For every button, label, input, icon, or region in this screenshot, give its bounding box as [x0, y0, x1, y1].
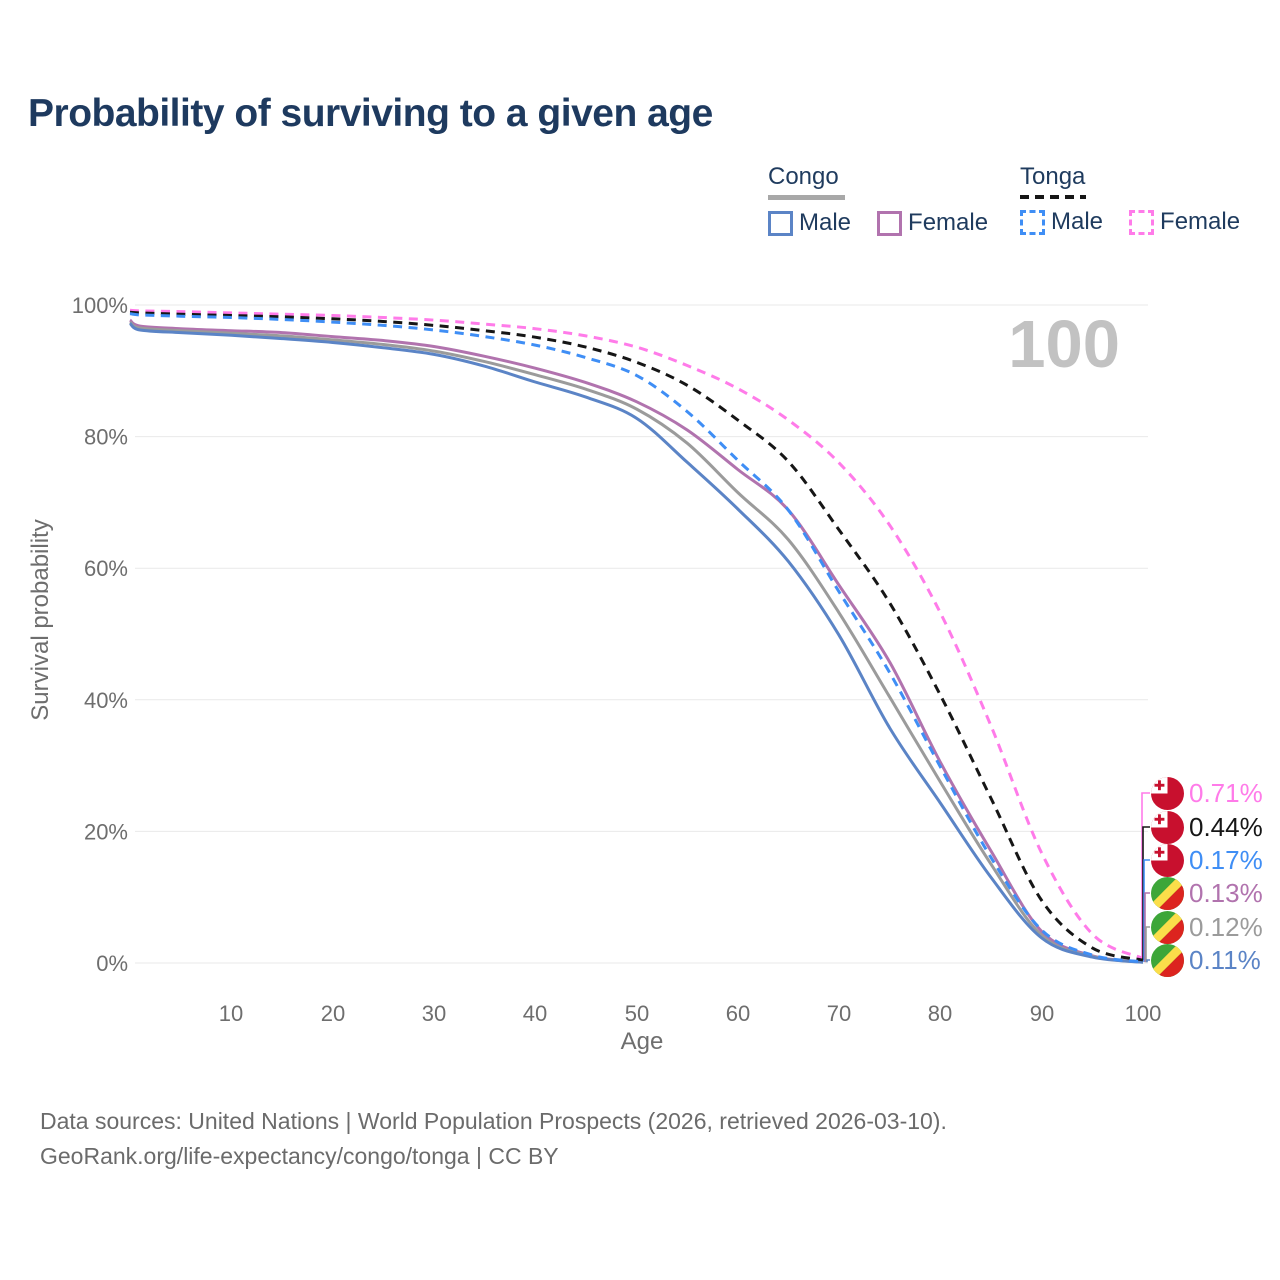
chart-title: Probability of surviving to a given age: [28, 92, 713, 135]
x-tick-label: 10: [219, 1001, 243, 1026]
end-label-tonga-female: 0.71%: [1151, 776, 1263, 810]
legend-item-congo-female[interactable]: Female: [877, 209, 988, 237]
tonga-male-swatch-icon: [1020, 209, 1045, 235]
watermark-age-100: 100: [1008, 307, 1120, 382]
congo-flag-icon: [1151, 876, 1184, 910]
end-label-connector: [1146, 959, 1150, 963]
end-label-connector: [1143, 859, 1150, 962]
curve-tonga-male: [129, 312, 1144, 964]
x-tick-label: 70: [827, 1001, 851, 1026]
legend-label-tonga-female: Female: [1160, 208, 1241, 235]
footer: Data sources: United Nations | World Pop…: [40, 1104, 947, 1174]
x-tick-label: 90: [1030, 1001, 1054, 1026]
end-label-value: 0.11%: [1189, 944, 1261, 975]
end-label-tonga: 0.44%: [1151, 810, 1263, 844]
congo-flag-icon: [1151, 910, 1184, 944]
congo-male-swatch-icon: [768, 210, 793, 236]
curve-congo-female: [129, 318, 1144, 964]
y-tick-label: 100%: [72, 293, 128, 318]
footer-data-sources: Data sources: United Nations | World Pop…: [40, 1108, 947, 1134]
x-tick-label: 100: [1125, 1001, 1162, 1026]
y-tick-label: 40%: [84, 688, 128, 713]
end-label-tonga-male: 0.17%: [1151, 843, 1263, 877]
legend-group-congo: Congo Male Female: [768, 163, 988, 237]
curve-congo-male: [128, 322, 1144, 964]
end-label-connector: [1145, 926, 1150, 963]
x-axis-title: Age: [621, 1028, 664, 1055]
end-label-connector: [1144, 892, 1150, 963]
y-tick-label: 60%: [84, 556, 128, 581]
x-tick-label: 60: [726, 1001, 750, 1026]
end-label-connector: [1142, 826, 1150, 961]
x-tick-label: 20: [321, 1001, 345, 1026]
legend-underline-tonga-dashed: [1020, 195, 1086, 199]
end-label-connector: [1141, 792, 1150, 959]
curve-tonga: [129, 310, 1144, 962]
y-axis-title: Survival probability: [27, 519, 54, 720]
footer-attribution: GeoRank.org/life-expectancy/congo/tonga …: [40, 1143, 559, 1169]
legend-heading-tonga: Tonga: [1020, 163, 1086, 190]
x-tick-label: 40: [523, 1001, 547, 1026]
end-label-value: 0.17%: [1189, 844, 1263, 875]
y-tick-label: 20%: [84, 819, 128, 844]
legend-label-congo-female: Female: [908, 209, 989, 236]
x-tick-label: 80: [928, 1001, 952, 1026]
legend-label-tonga-male: Male: [1051, 208, 1104, 235]
x-tick-label: 50: [625, 1001, 649, 1026]
legend-group-tonga: Tonga Male Female: [1020, 163, 1240, 236]
end-label-value: 0.44%: [1189, 811, 1263, 842]
legend-heading-congo: Congo: [768, 163, 839, 190]
tonga-flag-icon: [1151, 776, 1184, 810]
x-tick-label: 30: [422, 1001, 446, 1026]
end-label-value: 0.13%: [1189, 877, 1263, 908]
end-label-value: 0.12%: [1189, 911, 1263, 942]
y-tick-label: 80%: [84, 425, 128, 450]
congo-female-swatch-icon: [877, 210, 903, 236]
tonga-female-swatch-icon: [1129, 209, 1155, 235]
y-tick-label: 0%: [96, 951, 128, 976]
legend-item-tonga-female[interactable]: Female: [1129, 208, 1240, 236]
end-label-value: 0.71%: [1189, 777, 1263, 808]
legend-underline-congo-solid: [768, 195, 845, 200]
legend-item-tonga-male[interactable]: Male: [1020, 208, 1103, 236]
end-label-congo: 0.12%: [1151, 910, 1263, 944]
end-label-congo-male: 0.11%: [1151, 943, 1261, 977]
tonga-flag-icon: [1151, 843, 1184, 877]
end-label-congo-female: 0.13%: [1151, 876, 1263, 910]
curve-tonga-female: [129, 308, 1144, 960]
tonga-flag-icon: [1151, 810, 1184, 844]
legend-item-congo-male[interactable]: Male: [768, 209, 851, 237]
legend-label-congo-male: Male: [799, 209, 852, 236]
congo-flag-icon: [1151, 943, 1184, 977]
curve-congo: [129, 320, 1144, 964]
